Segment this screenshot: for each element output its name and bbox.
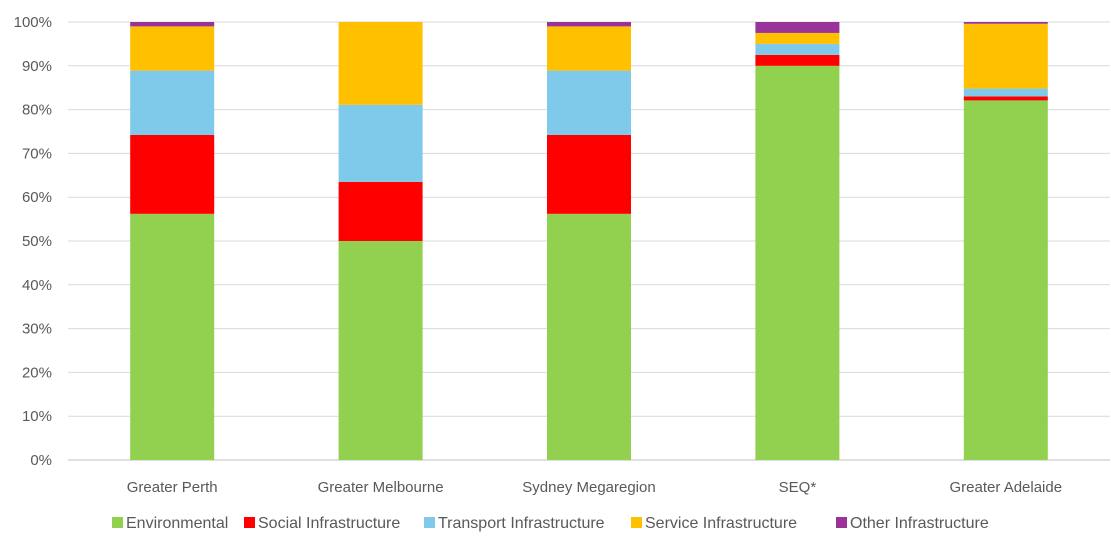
- bar-segment: [130, 26, 214, 70]
- bar-segment: [964, 96, 1048, 100]
- bar-segment: [964, 100, 1048, 460]
- y-tick-label: 10%: [22, 408, 52, 425]
- x-axis: Greater Perth Greater Melbourne Sydney Meg…: [127, 479, 1062, 496]
- legend-label: Transport Infrastructure: [438, 515, 605, 532]
- bar-segment: [339, 105, 423, 182]
- bar-segment: [130, 214, 214, 460]
- y-tick-label: 90%: [22, 58, 52, 75]
- bar-segment: [130, 71, 214, 135]
- y-tick-label: 80%: [22, 102, 52, 119]
- legend-label: Social Infrastructure: [258, 515, 400, 532]
- x-tick-label: Greater Adelaide: [950, 479, 1063, 496]
- bar-segment: [755, 66, 839, 460]
- legend-label: Service Infrastructure: [645, 515, 797, 532]
- bar-segment: [339, 22, 423, 105]
- y-tick-label: 40%: [22, 277, 52, 294]
- bar-segment: [339, 241, 423, 460]
- y-tick-label: 20%: [22, 364, 52, 381]
- legend-label: Environmental: [126, 515, 228, 532]
- bar-segment: [130, 135, 214, 214]
- bar-segment: [339, 182, 423, 241]
- bar-segment: [964, 24, 1048, 89]
- x-tick-label: SEQ*: [779, 479, 817, 496]
- legend-swatch: [112, 517, 123, 528]
- bar-segment: [755, 55, 839, 66]
- bar-segment: [755, 44, 839, 55]
- bar-segment: [547, 214, 631, 460]
- bar-segment: [547, 22, 631, 26]
- x-tick-label: Sydney Megaregion: [522, 479, 655, 496]
- legend-swatch: [631, 517, 642, 528]
- y-tick-label: 30%: [22, 321, 52, 338]
- legend-swatch: [244, 517, 255, 528]
- legend-swatch: [424, 517, 435, 528]
- y-tick-label: 50%: [22, 233, 52, 250]
- bar-segment: [964, 22, 1048, 24]
- y-tick-label: 0%: [30, 452, 52, 469]
- legend-swatch: [836, 517, 847, 528]
- bar-segment: [547, 71, 631, 135]
- bar-segment: [547, 135, 631, 214]
- y-tick-label: 70%: [22, 145, 52, 162]
- y-axis: 0% 10% 20% 30% 40% 50% 60% 70% 80% 90% 100%: [14, 14, 52, 469]
- bar-segment: [547, 26, 631, 70]
- y-tick-label: 60%: [22, 189, 52, 206]
- y-tick-label: 100%: [14, 14, 52, 31]
- legend-label: Other Infrastructure: [850, 515, 989, 532]
- bar-segment: [964, 89, 1048, 97]
- x-tick-label: Greater Perth: [127, 479, 218, 496]
- legend: Environmental Social Infrastructure Transp…: [112, 515, 989, 532]
- bar-segment: [755, 22, 839, 33]
- bar-segment: [130, 22, 214, 26]
- x-tick-label: Greater Melbourne: [318, 479, 444, 496]
- bar-segment: [755, 33, 839, 44]
